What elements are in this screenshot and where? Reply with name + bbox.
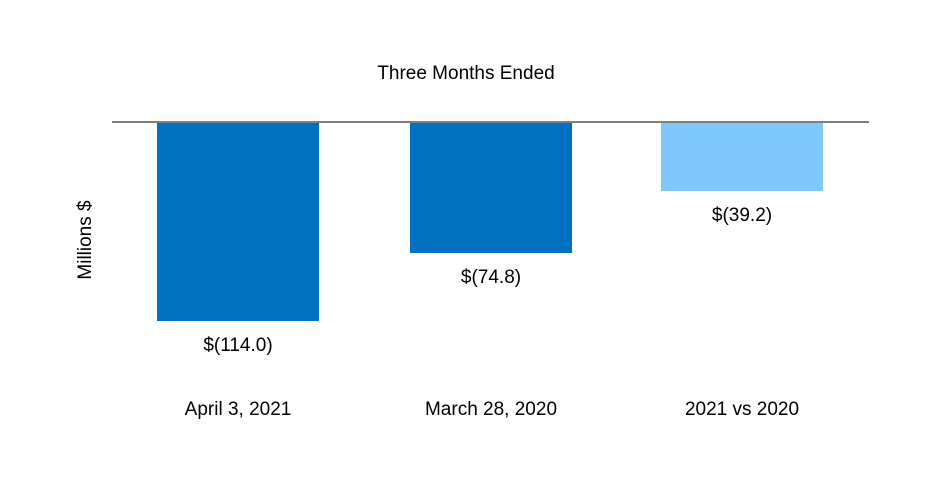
- category-label: April 3, 2021: [184, 399, 292, 420]
- zero-axis-line: [112, 121, 869, 123]
- bar-value-label: $(74.8): [460, 267, 522, 288]
- bar-value-label: $(114.0): [203, 335, 273, 356]
- plot-area: $(114.0) April 3, 2021 $(74.8) March 28, 20…: [112, 123, 869, 488]
- bar-group: $(39.2) 2021 vs 2020: [661, 123, 823, 420]
- bar-group: $(114.0) April 3, 2021: [157, 123, 319, 420]
- bar: [410, 123, 572, 253]
- bar: [157, 123, 319, 321]
- category-label: 2021 vs 2020: [684, 399, 800, 420]
- y-axis-label: Millions $: [75, 200, 96, 280]
- category-label: March 28, 2020: [424, 399, 558, 420]
- chart-title: Three Months Ended: [377, 63, 555, 84]
- bar: [661, 123, 823, 191]
- bar-group: $(74.8) March 28, 2020: [410, 123, 572, 420]
- bar-value-label: $(39.2): [711, 205, 773, 226]
